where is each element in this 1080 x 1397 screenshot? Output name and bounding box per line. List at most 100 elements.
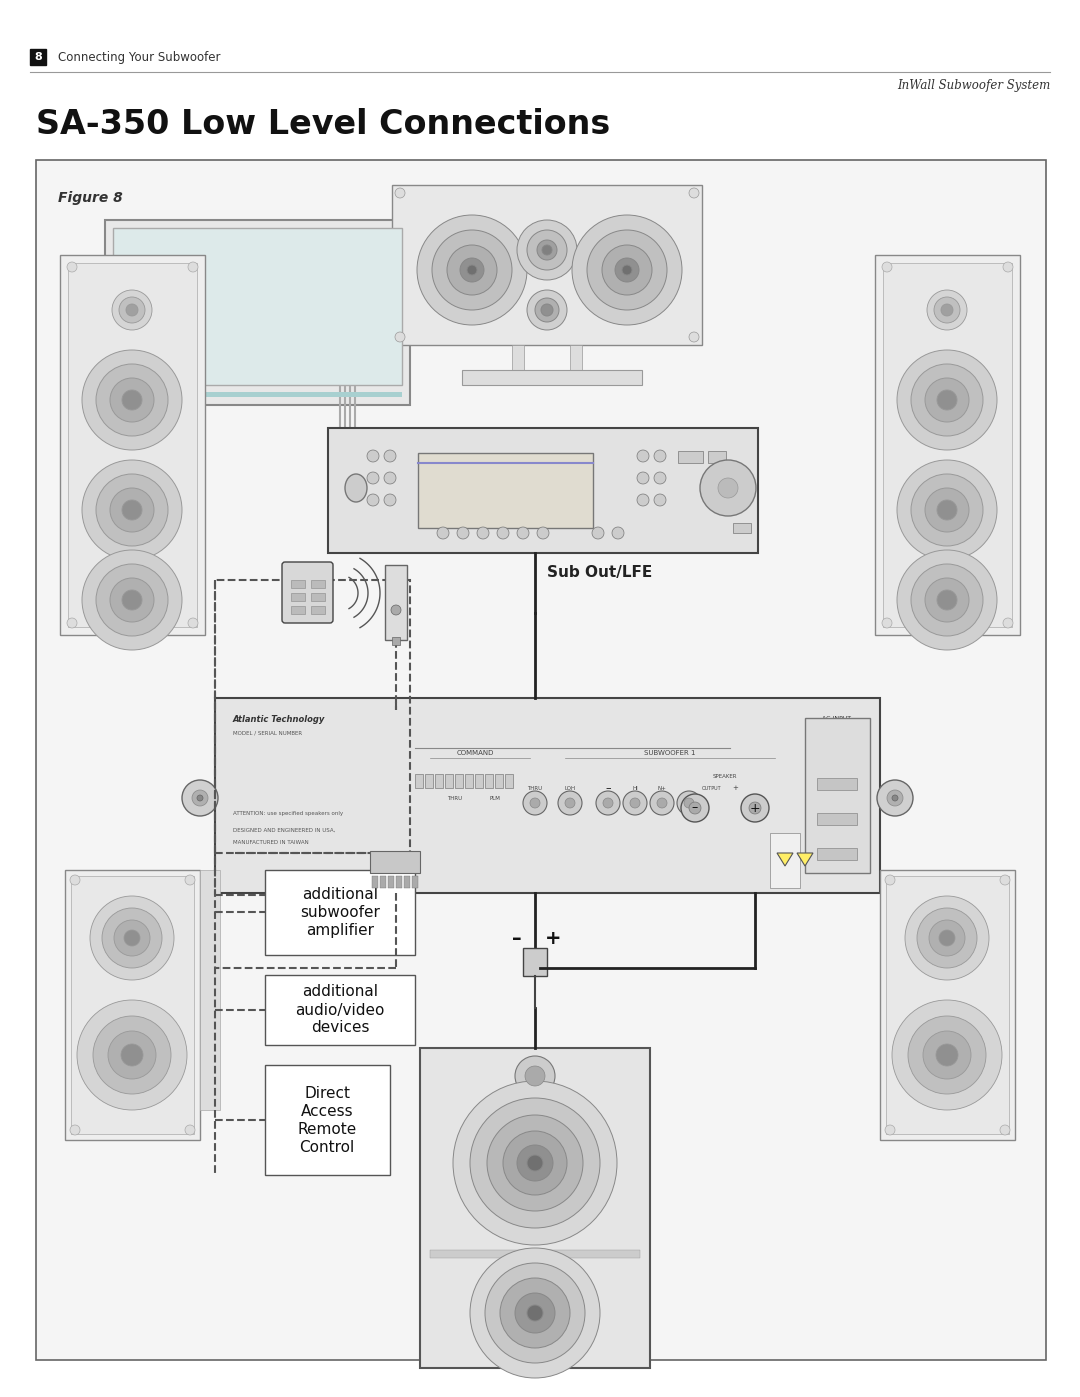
Circle shape bbox=[1000, 875, 1010, 886]
Circle shape bbox=[537, 240, 557, 260]
Text: amplifier: amplifier bbox=[306, 923, 374, 937]
Text: –: – bbox=[512, 929, 522, 947]
Bar bbox=[495, 774, 503, 788]
Circle shape bbox=[432, 231, 512, 310]
Bar bbox=[485, 774, 492, 788]
Text: +: + bbox=[750, 802, 760, 814]
Circle shape bbox=[934, 298, 960, 323]
Bar bbox=[816, 813, 858, 826]
Text: 1300W max: 1300W max bbox=[819, 750, 855, 756]
Bar bbox=[435, 774, 443, 788]
Text: Control: Control bbox=[299, 1140, 354, 1154]
Bar bbox=[886, 876, 1009, 1134]
Circle shape bbox=[517, 1146, 553, 1180]
Text: PLM: PLM bbox=[489, 795, 500, 800]
Circle shape bbox=[121, 1044, 143, 1066]
Circle shape bbox=[917, 908, 977, 968]
Circle shape bbox=[188, 617, 198, 629]
Circle shape bbox=[689, 332, 699, 342]
Circle shape bbox=[185, 1125, 195, 1134]
Bar bbox=[426, 774, 433, 788]
Circle shape bbox=[367, 472, 379, 483]
Circle shape bbox=[124, 930, 140, 946]
Circle shape bbox=[937, 390, 957, 409]
Circle shape bbox=[523, 791, 546, 814]
Circle shape bbox=[924, 578, 969, 622]
Circle shape bbox=[912, 564, 983, 636]
Circle shape bbox=[525, 1066, 545, 1085]
Text: Connecting Your Subwoofer: Connecting Your Subwoofer bbox=[58, 50, 220, 63]
Circle shape bbox=[927, 291, 967, 330]
Bar bbox=[113, 228, 402, 386]
FancyBboxPatch shape bbox=[282, 562, 333, 623]
Text: MODEL / SERIAL NUMBER: MODEL / SERIAL NUMBER bbox=[233, 731, 302, 735]
Circle shape bbox=[637, 495, 649, 506]
Circle shape bbox=[892, 1000, 1002, 1111]
Bar bbox=[396, 876, 402, 888]
Circle shape bbox=[77, 1000, 187, 1111]
Circle shape bbox=[936, 1044, 958, 1066]
Bar bbox=[816, 848, 858, 861]
Text: OUTPUT: OUTPUT bbox=[702, 785, 721, 791]
Circle shape bbox=[93, 1016, 171, 1094]
Text: additional: additional bbox=[302, 887, 378, 902]
Text: additional: additional bbox=[302, 985, 378, 999]
Circle shape bbox=[912, 474, 983, 546]
Circle shape bbox=[572, 215, 681, 326]
Circle shape bbox=[908, 1016, 986, 1094]
Circle shape bbox=[623, 791, 647, 814]
Text: AC INPUT: AC INPUT bbox=[823, 715, 851, 721]
Text: audio/video: audio/video bbox=[295, 1003, 384, 1017]
Circle shape bbox=[384, 450, 396, 462]
Circle shape bbox=[122, 590, 141, 610]
Bar bbox=[404, 876, 410, 888]
Bar bbox=[265, 870, 415, 956]
Text: 50 / 60 Hz: 50 / 60 Hz bbox=[821, 739, 853, 743]
Circle shape bbox=[453, 1081, 617, 1245]
Text: THRU: THRU bbox=[447, 795, 462, 800]
Bar bbox=[71, 876, 194, 1134]
Circle shape bbox=[877, 780, 913, 816]
Circle shape bbox=[897, 460, 997, 560]
Circle shape bbox=[558, 791, 582, 814]
Bar bbox=[570, 345, 582, 370]
Circle shape bbox=[503, 1132, 567, 1194]
Circle shape bbox=[892, 795, 897, 800]
Circle shape bbox=[515, 1056, 555, 1097]
Circle shape bbox=[912, 365, 983, 436]
Text: –: – bbox=[605, 782, 611, 793]
Polygon shape bbox=[797, 854, 813, 866]
Circle shape bbox=[637, 472, 649, 483]
Bar bbox=[291, 592, 305, 601]
Circle shape bbox=[630, 798, 640, 807]
Bar bbox=[875, 256, 1020, 636]
Circle shape bbox=[882, 617, 892, 629]
Circle shape bbox=[530, 798, 540, 807]
Circle shape bbox=[718, 478, 738, 497]
Bar bbox=[411, 876, 418, 888]
Circle shape bbox=[96, 365, 168, 436]
Circle shape bbox=[602, 244, 652, 295]
Bar bbox=[311, 580, 325, 588]
Circle shape bbox=[119, 298, 145, 323]
Circle shape bbox=[689, 189, 699, 198]
Circle shape bbox=[885, 1125, 895, 1134]
Circle shape bbox=[102, 908, 162, 968]
Bar bbox=[311, 592, 325, 601]
Circle shape bbox=[477, 527, 489, 539]
Circle shape bbox=[70, 1125, 80, 1134]
Bar bbox=[291, 580, 305, 588]
Circle shape bbox=[905, 895, 989, 981]
Circle shape bbox=[681, 793, 708, 821]
Bar bbox=[30, 49, 46, 66]
Circle shape bbox=[615, 258, 639, 282]
Text: Figure 8: Figure 8 bbox=[58, 191, 123, 205]
Circle shape bbox=[929, 921, 966, 956]
Circle shape bbox=[603, 798, 613, 807]
Circle shape bbox=[517, 527, 529, 539]
Circle shape bbox=[70, 875, 80, 886]
Text: SUBWOOFER 1: SUBWOOFER 1 bbox=[645, 750, 696, 756]
Circle shape bbox=[654, 472, 666, 483]
Circle shape bbox=[96, 564, 168, 636]
Text: Access: Access bbox=[300, 1104, 353, 1119]
